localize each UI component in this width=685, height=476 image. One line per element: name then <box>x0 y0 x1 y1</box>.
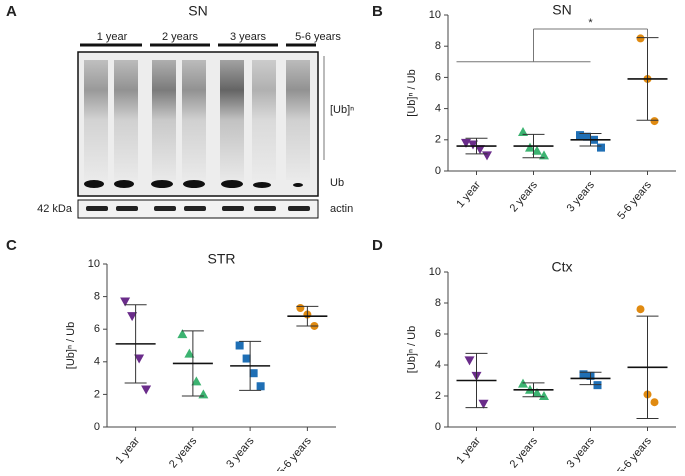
y-tick-label: 0 <box>435 421 441 433</box>
point <box>120 297 131 307</box>
group-label: 1 year <box>97 31 128 43</box>
point <box>141 385 152 395</box>
group-label: 2 years <box>162 31 199 43</box>
y-tick-label: 10 <box>429 9 441 21</box>
point <box>532 145 542 155</box>
point <box>191 376 202 386</box>
actin-bands <box>86 206 310 211</box>
y-tick-label: 4 <box>94 356 100 368</box>
y-tick-label: 0 <box>435 165 441 177</box>
y-tick-label: 8 <box>435 297 441 309</box>
blot-title: SN <box>188 3 207 19</box>
lanes <box>84 60 310 180</box>
chart-title: Ctx <box>552 259 573 275</box>
y-tick-label: 2 <box>94 388 100 400</box>
point <box>249 369 258 378</box>
x-tick-label: 5-6 years <box>615 435 654 471</box>
point <box>198 389 209 399</box>
y-tick-label: 10 <box>88 258 100 270</box>
y-tick-label: 10 <box>429 266 441 278</box>
point <box>177 329 188 339</box>
point <box>518 127 528 136</box>
point <box>296 304 305 313</box>
point <box>636 305 645 314</box>
chart-title: SN <box>552 2 571 18</box>
point <box>532 387 542 397</box>
y-tick-label: 2 <box>435 390 441 402</box>
point <box>475 145 485 155</box>
significance: * <box>588 17 593 29</box>
point <box>539 391 549 400</box>
point <box>583 132 591 141</box>
point <box>235 341 244 350</box>
y-tick-label: 2 <box>435 134 441 146</box>
y-tick-label: 8 <box>435 40 441 52</box>
x-tick-label: 2 years <box>508 435 541 471</box>
smear-label: [Ub]ⁿ <box>330 104 354 116</box>
x-tick-label: 5-6 years <box>275 435 314 471</box>
y-tick-label: 8 <box>94 291 100 303</box>
x-tick-label: 3 years <box>565 179 598 215</box>
group-label: 5-6 years <box>295 31 341 43</box>
point <box>636 34 645 43</box>
panel-label: A <box>6 3 17 20</box>
point <box>478 399 489 409</box>
point <box>256 382 265 391</box>
group-label: 3 years <box>230 31 267 43</box>
y-tick-label: 0 <box>94 421 100 433</box>
point <box>525 142 535 152</box>
chart-title: STR <box>208 251 236 267</box>
point <box>127 312 138 322</box>
point <box>597 143 605 152</box>
x-tick-label: 3 years <box>224 435 257 471</box>
y-tick-label: 4 <box>435 103 441 115</box>
ub-label: Ub <box>330 177 344 189</box>
point <box>134 354 145 364</box>
marker-label: 42 kDa <box>37 203 73 215</box>
point <box>468 140 478 150</box>
point <box>650 398 659 407</box>
point <box>482 151 492 161</box>
point <box>650 117 659 126</box>
point <box>539 150 549 160</box>
x-tick-label: 1 year <box>113 435 142 466</box>
blot <box>77 43 325 219</box>
point <box>579 370 588 379</box>
point <box>576 131 584 140</box>
y-axis-label: [Ub]ⁿ / Ub <box>65 322 77 369</box>
panel-label: D <box>372 237 383 254</box>
y-axis-label: [Ub]ⁿ / Ub <box>406 326 418 373</box>
y-tick-label: 4 <box>435 359 441 371</box>
y-tick-label: 6 <box>435 71 441 83</box>
x-tick-label: 2 years <box>508 179 541 215</box>
panel-label: C <box>6 237 17 254</box>
y-tick-label: 6 <box>435 328 441 340</box>
x-tick-label: 1 year <box>454 179 483 210</box>
x-tick-label: 5-6 years <box>615 179 654 222</box>
point <box>184 348 195 358</box>
point <box>464 356 475 366</box>
ub-bands <box>84 180 303 188</box>
x-tick-label: 1 year <box>454 435 483 466</box>
x-tick-label: 2 years <box>167 435 200 471</box>
x-tick-label: 3 years <box>565 435 598 471</box>
y-axis-label: [Ub]ⁿ / Ub <box>406 69 418 116</box>
point <box>242 354 251 363</box>
y-tick-label: 6 <box>94 323 100 335</box>
actin-label: actin <box>330 203 353 215</box>
panel-label: B <box>372 3 383 20</box>
